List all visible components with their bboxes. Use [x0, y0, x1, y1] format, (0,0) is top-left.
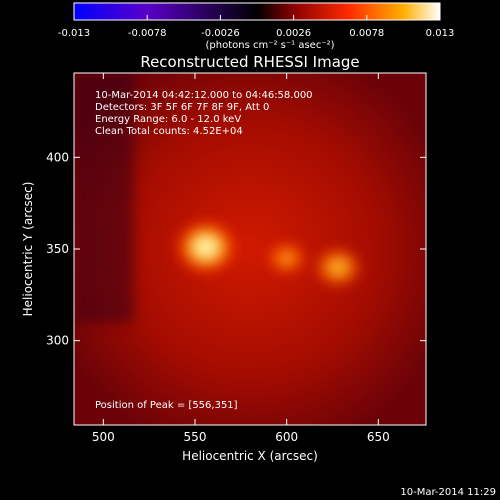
colorbar-tick-label: -0.0078	[128, 28, 167, 39]
plot-area	[74, 73, 426, 425]
colorbar-tick-label: 0.0026	[276, 28, 311, 39]
annotation-line: Energy Range: 6.0 - 12.0 keV	[95, 114, 241, 125]
colorbar-tick-label: -0.0026	[201, 28, 240, 39]
x-tick-label: 500	[92, 430, 115, 444]
colorbar-ticks: -0.013 -0.0078 -0.0026 0.0026 0.0078 0.013	[58, 15, 454, 39]
y-axis-label: Heliocentric Y (arcsec)	[21, 182, 35, 317]
chart-title: Reconstructed RHESSI Image	[140, 53, 359, 71]
colorbar-gradient	[73, 2, 441, 21]
x-axis: 500 550 600 650	[92, 73, 390, 444]
annotation-line: Clean Total counts: 4.52E+04	[95, 126, 243, 137]
colorbar-unit-label: (photons cm⁻² s⁻¹ asec⁻²)	[205, 40, 334, 51]
x-tick-label: 650	[367, 430, 390, 444]
annotation-block: 10-Mar-2014 04:42:12.000 to 04:46:58.000…	[95, 90, 313, 137]
x-tick-label: 600	[275, 430, 298, 444]
y-axis: 300 350 400	[46, 150, 426, 348]
footer-timestamp: 10-Mar-2014 11:29	[400, 487, 496, 498]
colorbar-tick-label: 0.013	[426, 28, 455, 39]
heatmap-source	[264, 240, 309, 277]
heatmap-sources	[172, 217, 364, 290]
y-tick-label: 400	[46, 150, 69, 164]
heatmap-dark-corner	[74, 73, 134, 323]
x-axis-label: Heliocentric X (arcsec)	[182, 449, 318, 463]
y-tick-label: 300	[46, 334, 69, 348]
annotation-line: 10-Mar-2014 04:42:12.000 to 04:46:58.000	[95, 90, 313, 101]
annotation-line: Detectors: 3F 5F 6F 7F 8F 9F, Att 0	[95, 102, 269, 113]
heatmap-source	[312, 245, 364, 290]
y-tick-label: 350	[46, 242, 69, 256]
x-tick-label: 550	[184, 430, 207, 444]
heatmap-source	[172, 217, 240, 278]
colorbar: -0.013 -0.0078 -0.0026 0.0026 0.0078 0.013 (p…	[58, 2, 454, 51]
colorbar-tick-label: -0.013	[58, 28, 90, 39]
colorbar-tick-label: 0.0078	[349, 28, 384, 39]
peak-position-label: Position of Peak = [556,351]	[95, 400, 238, 411]
